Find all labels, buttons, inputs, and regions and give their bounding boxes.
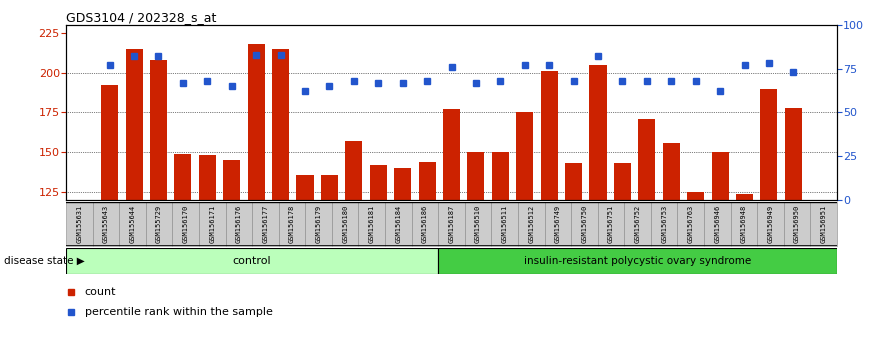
Bar	[119, 202, 146, 246]
Bar	[306, 202, 332, 246]
Bar	[730, 202, 757, 246]
Bar	[394, 168, 411, 354]
Text: GSM156750: GSM156750	[581, 205, 588, 243]
Text: GSM156177: GSM156177	[263, 205, 269, 243]
Bar	[332, 202, 359, 246]
Bar	[677, 202, 704, 246]
Bar	[438, 248, 837, 274]
Bar	[125, 49, 143, 354]
Bar	[687, 192, 704, 354]
Bar	[146, 202, 173, 246]
Text: control: control	[233, 256, 271, 266]
Bar	[492, 202, 518, 246]
Text: insulin-resistant polycystic ovary syndrome: insulin-resistant polycystic ovary syndr…	[524, 256, 751, 266]
Text: GSM156512: GSM156512	[529, 205, 534, 243]
Bar	[639, 119, 655, 354]
Bar	[544, 202, 571, 246]
Text: GSM156176: GSM156176	[236, 205, 242, 243]
Text: GSM156178: GSM156178	[289, 205, 295, 243]
Text: GSM155631: GSM155631	[77, 205, 82, 243]
Bar	[712, 152, 729, 354]
Bar	[252, 202, 278, 246]
Bar	[516, 113, 533, 354]
Text: GSM156763: GSM156763	[688, 205, 693, 243]
Bar	[736, 194, 753, 354]
Text: GSM155644: GSM155644	[130, 205, 136, 243]
Bar	[784, 202, 811, 246]
Bar	[597, 202, 625, 246]
Bar	[278, 202, 306, 246]
Bar	[541, 71, 558, 354]
Bar	[663, 143, 680, 354]
Bar	[93, 202, 119, 246]
Text: GSM156753: GSM156753	[661, 205, 667, 243]
Bar	[760, 88, 778, 354]
Bar	[651, 202, 677, 246]
Bar	[297, 175, 314, 354]
Text: GSM155729: GSM155729	[156, 205, 162, 243]
Bar	[518, 202, 544, 246]
Bar	[614, 164, 631, 354]
Bar	[438, 202, 465, 246]
Bar	[226, 202, 252, 246]
Bar	[465, 202, 492, 246]
Bar	[321, 175, 338, 354]
Bar	[411, 202, 438, 246]
Text: count: count	[85, 287, 116, 297]
Text: GSM156180: GSM156180	[342, 205, 348, 243]
Text: GSM156749: GSM156749	[555, 205, 561, 243]
Bar	[248, 44, 264, 354]
Bar	[199, 155, 216, 354]
Text: GSM156752: GSM156752	[634, 205, 640, 243]
Bar	[565, 164, 582, 354]
Text: GSM156181: GSM156181	[369, 205, 374, 243]
Text: percentile rank within the sample: percentile rank within the sample	[85, 307, 272, 317]
Bar	[345, 141, 362, 354]
Text: GSM156171: GSM156171	[210, 205, 215, 243]
Text: GSM155643: GSM155643	[103, 205, 109, 243]
Text: GSM156170: GSM156170	[182, 205, 189, 243]
Text: GDS3104 / 202328_s_at: GDS3104 / 202328_s_at	[66, 11, 217, 24]
Text: GSM156946: GSM156946	[714, 205, 721, 243]
Bar	[571, 202, 597, 246]
Text: GSM156951: GSM156951	[821, 205, 826, 243]
Bar	[704, 202, 730, 246]
Text: GSM156950: GSM156950	[794, 205, 800, 243]
Bar	[785, 108, 802, 354]
Bar	[359, 202, 385, 246]
Bar	[811, 202, 837, 246]
Bar	[625, 202, 651, 246]
Bar	[199, 202, 226, 246]
Bar	[101, 85, 118, 354]
Bar	[443, 109, 460, 354]
Bar	[757, 202, 784, 246]
Bar	[370, 165, 387, 354]
Bar	[150, 60, 167, 354]
Bar	[272, 49, 289, 354]
Bar	[492, 152, 509, 354]
Text: GSM156179: GSM156179	[315, 205, 322, 243]
Bar	[66, 248, 438, 274]
Bar	[385, 202, 411, 246]
Text: GSM156510: GSM156510	[475, 205, 481, 243]
Bar	[418, 162, 435, 354]
Text: disease state ▶: disease state ▶	[4, 256, 85, 266]
Text: GSM156948: GSM156948	[741, 205, 747, 243]
Bar	[174, 154, 191, 354]
Text: GSM156187: GSM156187	[448, 205, 455, 243]
Text: GSM156949: GSM156949	[767, 205, 774, 243]
Bar	[468, 152, 485, 354]
Bar	[173, 202, 199, 246]
Text: GSM156184: GSM156184	[396, 205, 402, 243]
Text: GSM156511: GSM156511	[501, 205, 507, 243]
Bar	[223, 160, 241, 354]
Text: GSM156751: GSM156751	[608, 205, 614, 243]
Bar	[66, 202, 93, 246]
Bar	[589, 65, 606, 354]
Text: GSM156186: GSM156186	[422, 205, 428, 243]
